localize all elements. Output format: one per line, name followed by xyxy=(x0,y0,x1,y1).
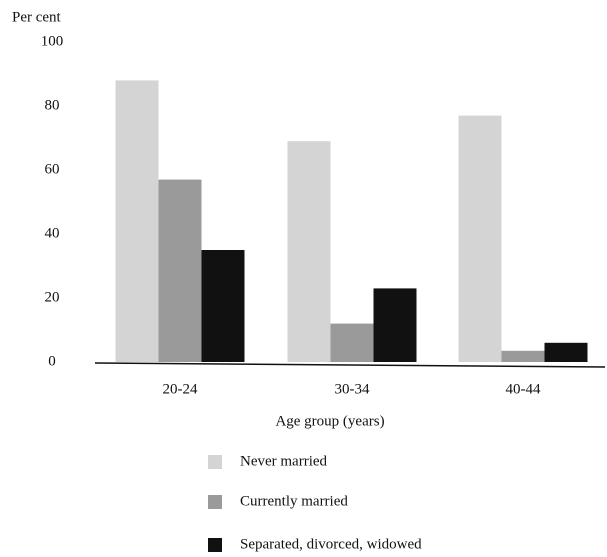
y-tick-label: 0 xyxy=(48,353,56,369)
bar xyxy=(287,141,331,362)
legend-swatch xyxy=(208,455,222,469)
bar xyxy=(330,323,374,362)
x-tick-label: 40-44 xyxy=(506,381,541,397)
y-tick-label: 80 xyxy=(45,97,60,113)
legend-label: Currently married xyxy=(240,493,348,509)
bar xyxy=(373,288,417,362)
legend-label: Separated, divorced, widowed xyxy=(240,536,422,552)
bar xyxy=(201,250,245,362)
x-axis xyxy=(94,362,606,368)
bar xyxy=(158,179,202,362)
y-tick-label: 20 xyxy=(45,289,60,305)
x-axis-label: Age group (years) xyxy=(275,413,384,429)
bar xyxy=(458,115,502,362)
x-tick-label: 30-34 xyxy=(335,381,370,397)
legend-swatch xyxy=(208,538,222,552)
bar xyxy=(115,80,159,363)
bar xyxy=(501,350,545,362)
legend-label: Never married xyxy=(240,453,328,469)
x-tick-label: 20-24 xyxy=(163,381,198,397)
y-tick-label: 60 xyxy=(45,161,60,177)
y-tick-label: 100 xyxy=(41,33,64,49)
legend-swatch xyxy=(208,495,222,509)
y-axis-label: Per cent xyxy=(12,9,62,25)
y-tick-label: 40 xyxy=(45,225,60,241)
bar xyxy=(544,342,588,362)
